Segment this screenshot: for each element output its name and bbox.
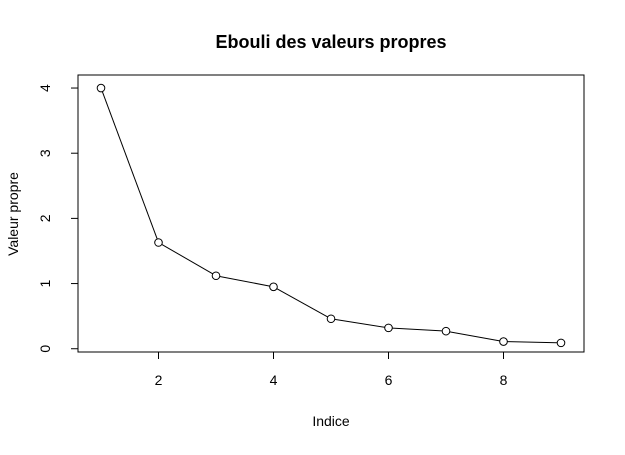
- chart-title: Ebouli des valeurs propres: [215, 32, 446, 52]
- series-line-segment: [161, 243, 213, 275]
- series-eigenvalues: [96, 83, 566, 348]
- x-tick-label: 8: [500, 372, 508, 388]
- series-line-segment: [101, 91, 158, 240]
- y-tick-label: 1: [37, 279, 53, 287]
- y-tick-label: 4: [37, 84, 53, 92]
- series-line-segment: [507, 341, 558, 344]
- data-point: [499, 337, 508, 346]
- series-line-segment: [276, 288, 328, 318]
- y-tick-label: 3: [37, 149, 53, 157]
- series-line-segment: [219, 275, 270, 287]
- data-point: [556, 338, 566, 348]
- x-tick-label: 4: [270, 372, 278, 388]
- series-line-segment: [334, 318, 385, 328]
- data-point: [269, 282, 278, 292]
- data-point: [211, 271, 221, 281]
- series-line-segment: [449, 331, 500, 342]
- y-axis: 0 1 2 3 4: [37, 84, 79, 353]
- y-tick-label: 0: [37, 345, 53, 353]
- data-point: [154, 238, 163, 247]
- data-point: [441, 326, 451, 336]
- x-axis: 2 4 6 8: [155, 351, 508, 388]
- x-axis-label: Indice: [312, 413, 350, 429]
- y-axis-label: Valeur propre: [5, 172, 21, 256]
- data-point: [326, 314, 336, 324]
- data-point: [384, 323, 393, 333]
- series-line-segment: [392, 327, 443, 332]
- x-tick-label: 2: [155, 372, 163, 388]
- x-tick-label: 6: [385, 372, 393, 388]
- plot-frame: [77, 74, 585, 353]
- y-tick-label: 2: [37, 214, 53, 222]
- data-point: [96, 83, 106, 93]
